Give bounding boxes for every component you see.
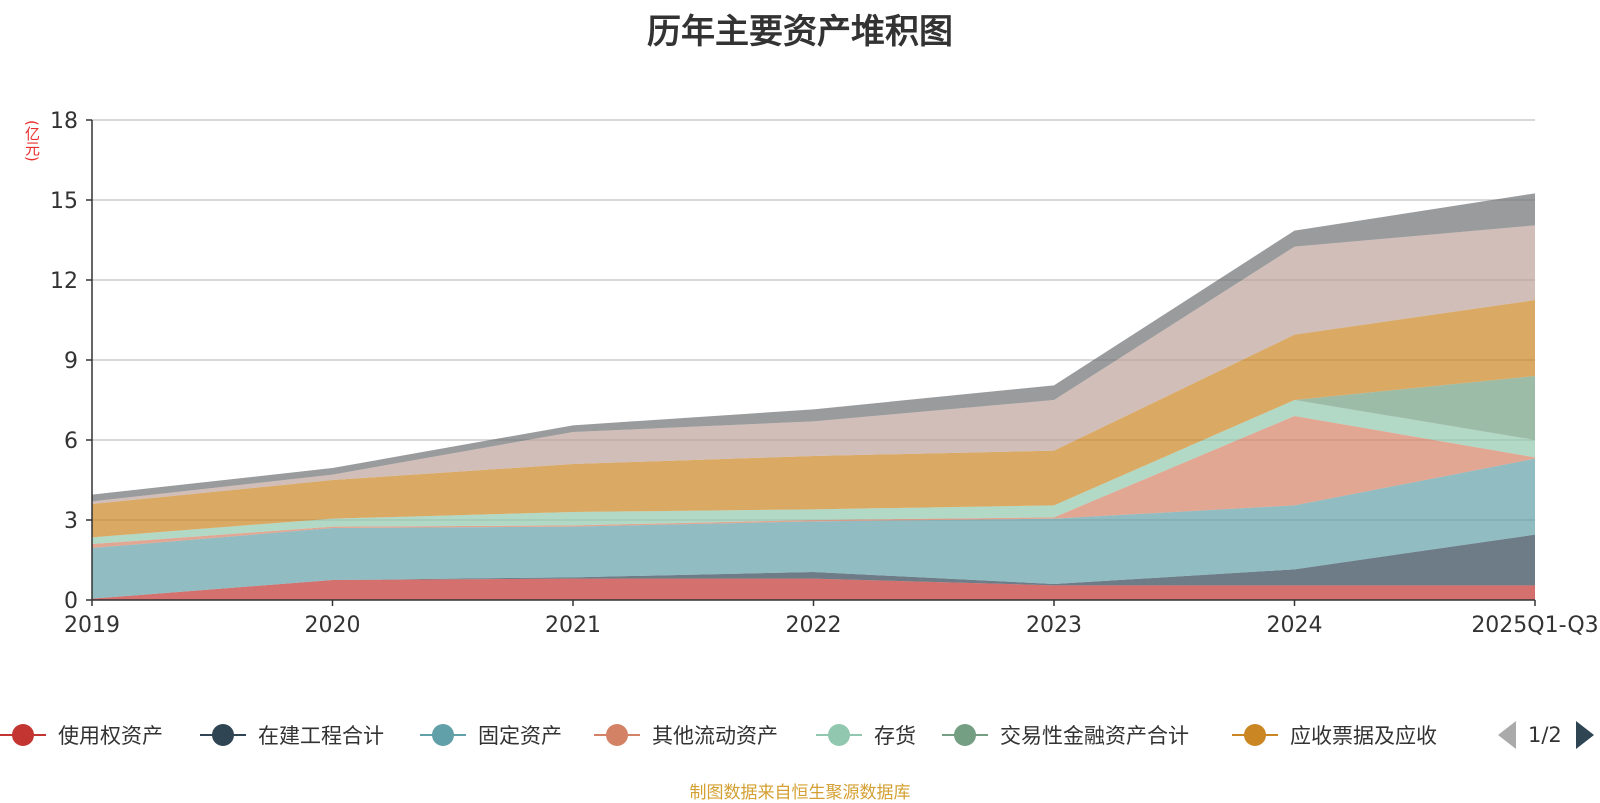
y-tick-label: 3 [64, 509, 78, 534]
legend-item-right-of-use-assets[interactable]: 使用权资产 [0, 718, 163, 752]
x-tick-label: 2019 [64, 613, 120, 638]
x-tick-label: 2024 [1267, 613, 1323, 638]
previous-page-arrow-icon[interactable] [1498, 721, 1516, 749]
legend-label: 应收票据及应收 [1290, 724, 1437, 748]
legend-item-trading-financial-assets[interactable]: 交易性金融资产合计 [942, 718, 1189, 752]
area-series [92, 578, 1535, 600]
area-series [92, 300, 1535, 538]
area-series [92, 416, 1535, 548]
x-tick-label: 2025Q1-Q3 [1471, 613, 1598, 638]
legend-marker-icon [200, 723, 246, 747]
area-series [92, 534, 1535, 599]
area-series [92, 400, 1535, 544]
area-series [92, 376, 1535, 538]
x-tick-label: 2022 [786, 613, 842, 638]
legend-item-construction-in-progress[interactable]: 在建工程合计 [200, 718, 384, 752]
legend-item-inventory[interactable]: 存货 [816, 718, 916, 752]
legend-label: 交易性金融资产合计 [1000, 724, 1189, 748]
legend-pager: 1/2 [1498, 718, 1594, 752]
legend-marker-icon [1232, 723, 1278, 747]
legend-label: 存货 [874, 724, 916, 748]
legend-marker-icon [816, 723, 862, 747]
legend-label: 在建工程合计 [258, 724, 384, 748]
legend-item-notes-and-accounts-receivable[interactable]: 应收票据及应收 [1232, 718, 1437, 752]
x-tick-label: 2020 [305, 613, 361, 638]
y-tick-label: 18 [50, 109, 78, 134]
legend-marker-icon [420, 723, 466, 747]
y-axis-unit-label: (亿元) [23, 120, 41, 162]
area-series [92, 458, 1535, 599]
chart-title: 历年主要资产堆积图 [647, 12, 953, 52]
area-series [92, 193, 1535, 502]
source-note: 制图数据来自恒生聚源数据库 [689, 783, 911, 803]
x-tick-label: 2023 [1026, 613, 1082, 638]
legend-label: 其他流动资产 [652, 724, 778, 748]
x-tick-label: 2021 [545, 613, 601, 638]
y-tick-label: 0 [64, 589, 78, 614]
legend-marker-icon [0, 723, 46, 747]
legend-item-other-current-assets[interactable]: 其他流动资产 [594, 718, 778, 752]
area-series [92, 225, 1535, 505]
y-tick-label: 9 [64, 349, 78, 374]
y-tick-label: 12 [50, 269, 78, 294]
legend-marker-icon [942, 723, 988, 747]
pager-label: 1/2 [1528, 723, 1562, 747]
y-tick-label: 6 [64, 429, 78, 454]
y-tick-label: 15 [50, 189, 78, 214]
next-page-arrow-icon[interactable] [1575, 721, 1594, 749]
legend: 使用权资产 在建工程合计 固定资产 其他流动资产 存货 交易性金融资产合计 应收… [0, 718, 1600, 752]
legend-marker-icon [594, 723, 640, 747]
legend-label: 固定资产 [478, 724, 562, 748]
legend-item-fixed-assets[interactable]: 固定资产 [420, 718, 562, 752]
legend-label: 使用权资产 [58, 724, 163, 748]
